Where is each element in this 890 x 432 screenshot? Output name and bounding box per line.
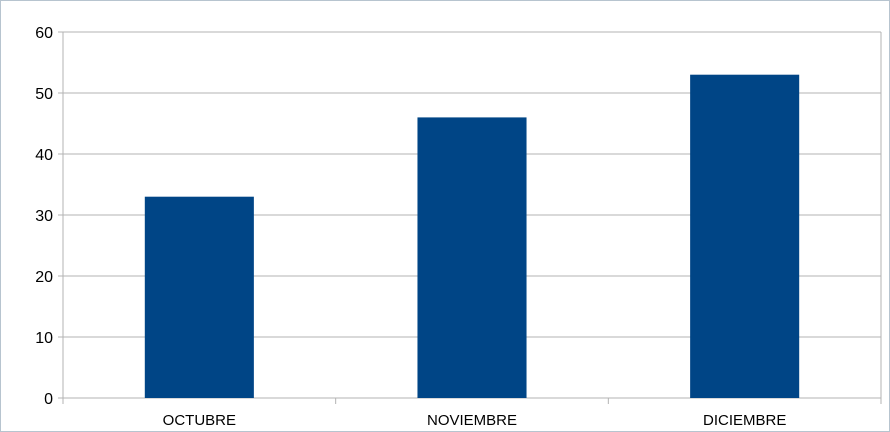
y-tick-label: 60 — [35, 25, 53, 42]
bar-noviembre — [417, 117, 527, 399]
y-tick-label: 0 — [44, 391, 53, 408]
x-category-label: OCTUBRE — [163, 412, 236, 429]
y-tick-label: 30 — [35, 208, 53, 225]
y-tick-label: 20 — [35, 269, 53, 286]
bars — [144, 74, 800, 399]
y-tick-label: 10 — [35, 330, 53, 347]
x-category-label: DICIEMBRE — [703, 412, 786, 429]
y-tick-label: 50 — [35, 86, 53, 103]
y-axis-ticks: 0 10 20 30 40 50 60 — [35, 25, 53, 408]
bar-octubre — [144, 196, 254, 398]
y-tick-label: 40 — [35, 147, 53, 164]
x-category-label: NOVIEMBRE — [427, 412, 517, 429]
x-axis-labels: OCTUBRE NOVIEMBRE DICIEMBRE — [163, 412, 787, 429]
bar-diciembre — [690, 74, 800, 398]
